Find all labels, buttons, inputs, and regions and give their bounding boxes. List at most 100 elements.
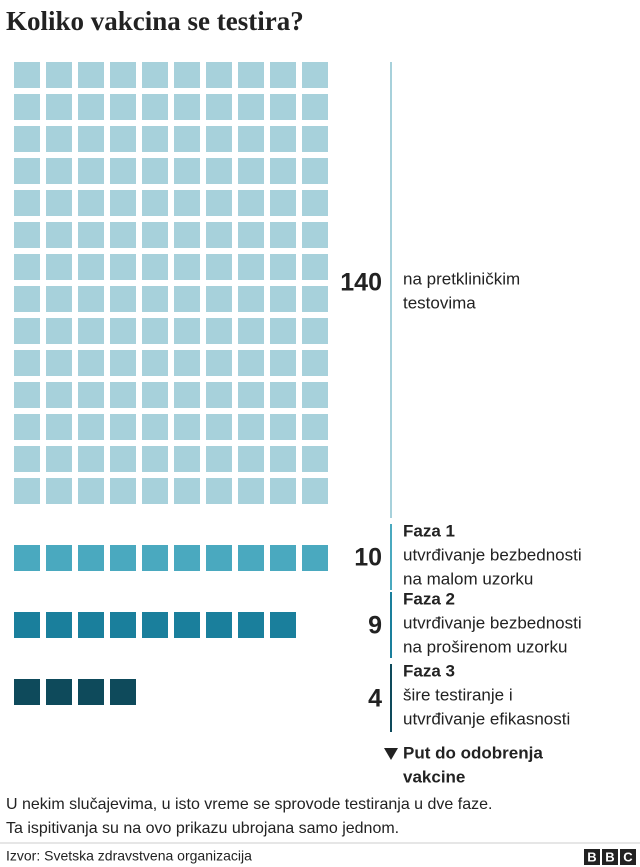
waffle-square	[270, 382, 296, 408]
waffle-square	[302, 254, 328, 280]
waffle-square	[78, 414, 104, 440]
waffle-square	[110, 382, 136, 408]
waffle-square	[238, 446, 264, 472]
waffle-square	[238, 286, 264, 312]
group-label: na pretkliničkim	[403, 269, 520, 288]
waffle-square	[238, 190, 264, 216]
waffle-square	[302, 94, 328, 120]
logo-letter: C	[623, 849, 633, 864]
waffle-square	[174, 382, 200, 408]
waffle-square	[302, 222, 328, 248]
waffle-square	[302, 545, 328, 571]
waffle-square	[78, 126, 104, 152]
logo-box	[602, 849, 618, 865]
waffle-square	[46, 62, 72, 88]
phase-name: Faza 1	[403, 521, 455, 540]
waffle-square	[110, 190, 136, 216]
waffle-square	[302, 350, 328, 376]
waffle-square	[14, 478, 40, 504]
waffle-square	[174, 478, 200, 504]
waffle-square	[174, 545, 200, 571]
waffle-square	[206, 94, 232, 120]
waffle-square	[142, 62, 168, 88]
source: Izvor: Svetska zdravstvena organizacija	[6, 848, 252, 864]
waffle-square	[206, 126, 232, 152]
waffle-square	[142, 446, 168, 472]
arrow-label: vakcine	[403, 767, 465, 786]
waffle-square	[174, 612, 200, 638]
arrow-label: Put do odobrenja	[403, 743, 543, 762]
waffle-square	[46, 286, 72, 312]
waffle-square	[174, 222, 200, 248]
waffle-square	[46, 190, 72, 216]
waffle-square	[46, 414, 72, 440]
waffle-square	[14, 545, 40, 571]
group-count: 10	[354, 544, 382, 572]
waffle-square	[46, 254, 72, 280]
waffle-square	[174, 318, 200, 344]
waffle-square	[14, 190, 40, 216]
waffle-square	[78, 612, 104, 638]
waffle-square	[270, 318, 296, 344]
waffle-square	[238, 612, 264, 638]
waffle-square	[142, 190, 168, 216]
waffle-square	[206, 446, 232, 472]
waffle-square	[174, 414, 200, 440]
waffle-square	[14, 318, 40, 344]
waffle-square	[14, 254, 40, 280]
waffle-square	[78, 286, 104, 312]
waffle-square	[14, 286, 40, 312]
waffle-square	[14, 94, 40, 120]
waffle-square	[270, 350, 296, 376]
waffle-square	[78, 545, 104, 571]
waffle-square	[270, 446, 296, 472]
waffle-square	[78, 382, 104, 408]
waffle-square	[142, 414, 168, 440]
waffle-square	[302, 414, 328, 440]
waffle-square	[206, 222, 232, 248]
waffle-square	[110, 222, 136, 248]
waffle-square	[110, 318, 136, 344]
waffle-square	[46, 478, 72, 504]
waffle-square	[206, 350, 232, 376]
logo: B B C	[584, 849, 636, 865]
waffle-square	[142, 254, 168, 280]
waffle-square	[270, 126, 296, 152]
waffle-square	[174, 190, 200, 216]
waffle-square	[14, 414, 40, 440]
waffle-square	[78, 94, 104, 120]
waffle-square	[110, 158, 136, 184]
group-label: na malom uzorku	[403, 569, 533, 588]
waffle-square	[110, 478, 136, 504]
waffle-square	[270, 286, 296, 312]
chart-title: Koliko vakcina se testira?	[6, 6, 304, 36]
waffle-square	[78, 190, 104, 216]
waffle-square	[78, 679, 104, 705]
waffle-square	[78, 254, 104, 280]
waffle-square	[110, 286, 136, 312]
group-count: 4	[368, 685, 382, 713]
waffle-square	[206, 158, 232, 184]
waffle-square	[142, 286, 168, 312]
waffle-square	[46, 545, 72, 571]
logo-letter: B	[587, 849, 596, 864]
waffle-square	[46, 382, 72, 408]
waffle-square	[46, 222, 72, 248]
waffle-square	[142, 478, 168, 504]
waffle-square	[206, 414, 232, 440]
waffle-square	[142, 158, 168, 184]
waffle-square	[110, 94, 136, 120]
waffle-square	[78, 350, 104, 376]
waffle-square	[78, 446, 104, 472]
waffle-square	[110, 414, 136, 440]
note: Ta ispitivanja su na ovo prikazu ubrojan…	[6, 820, 399, 837]
waffle-square	[270, 545, 296, 571]
waffle-square	[14, 382, 40, 408]
waffle-square	[302, 478, 328, 504]
waffle-square	[78, 318, 104, 344]
waffle-square	[14, 222, 40, 248]
logo-letter: B	[605, 849, 614, 864]
waffle-square	[238, 62, 264, 88]
waffle-square	[174, 446, 200, 472]
